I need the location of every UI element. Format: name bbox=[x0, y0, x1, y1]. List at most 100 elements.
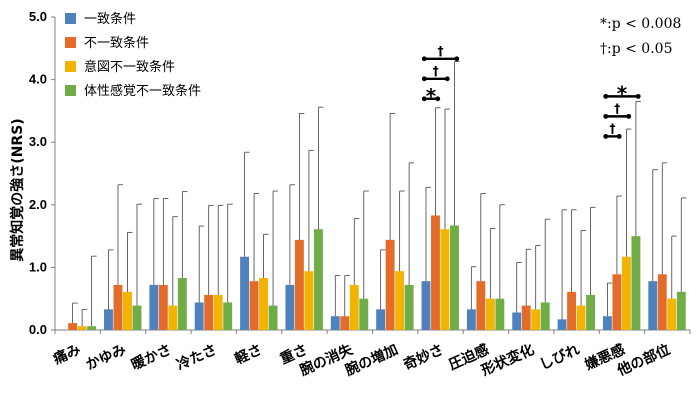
bar bbox=[421, 281, 431, 330]
bar bbox=[304, 271, 314, 330]
bar bbox=[213, 294, 223, 330]
significance-symbol: † bbox=[609, 121, 615, 135]
x-tick-label: 暖かさ bbox=[129, 341, 174, 374]
significance-symbol: † bbox=[614, 101, 620, 115]
bar bbox=[531, 309, 541, 330]
bar bbox=[567, 291, 577, 330]
bracket-end-dot bbox=[635, 93, 641, 99]
bar bbox=[194, 302, 204, 330]
bar bbox=[68, 323, 78, 330]
y-tick-label: 3.0 bbox=[29, 134, 47, 149]
significance-markers: *††††* bbox=[421, 44, 641, 139]
bar bbox=[576, 305, 586, 330]
legend-swatch bbox=[65, 13, 76, 24]
bar bbox=[602, 316, 612, 330]
bar bbox=[667, 298, 677, 330]
y-tick-label: 1.0 bbox=[29, 259, 47, 274]
bracket-end-dot bbox=[421, 76, 427, 82]
bar bbox=[223, 302, 233, 330]
bar bbox=[431, 215, 440, 330]
x-tick-label: 形状変化 bbox=[479, 341, 537, 379]
y-tick-label: 5.0 bbox=[29, 9, 47, 24]
bracket-end-dot bbox=[603, 133, 609, 139]
bar bbox=[104, 309, 113, 330]
bar bbox=[268, 305, 278, 330]
legend-label: 一致条件 bbox=[84, 11, 136, 27]
y-axis-label: 異常知覚の強さ(NRS) bbox=[9, 118, 26, 261]
bar bbox=[621, 256, 631, 330]
bracket-end-dot bbox=[435, 96, 441, 102]
bar bbox=[466, 309, 476, 330]
legend-swatch bbox=[65, 85, 76, 96]
bar bbox=[540, 302, 550, 330]
bar bbox=[485, 298, 495, 330]
x-tick-label: 冷たさ bbox=[174, 341, 219, 374]
legend-label: 体性感覚不一致条件 bbox=[84, 83, 201, 99]
bar bbox=[259, 278, 269, 330]
y-tick-label: 2.0 bbox=[29, 197, 47, 212]
bar bbox=[586, 294, 596, 330]
bar bbox=[249, 281, 259, 330]
bar bbox=[376, 309, 386, 330]
bar bbox=[113, 284, 123, 330]
bar bbox=[87, 326, 97, 330]
bar bbox=[648, 281, 658, 330]
bar bbox=[330, 316, 340, 330]
legend-swatch bbox=[65, 61, 76, 72]
bar bbox=[359, 298, 369, 330]
x-tick-label: しびれ bbox=[537, 342, 582, 374]
x-tick-label: 腕の増加 bbox=[343, 341, 401, 379]
bracket-end-dot bbox=[603, 93, 609, 99]
bar bbox=[349, 284, 359, 330]
note-star: *:p < 0.008 bbox=[600, 16, 681, 32]
y-tick-label: 4.0 bbox=[29, 72, 47, 87]
bar bbox=[476, 281, 486, 330]
bar bbox=[149, 284, 159, 330]
bar bbox=[495, 298, 505, 330]
bracket-end-dot bbox=[603, 113, 609, 119]
legend-swatch bbox=[65, 37, 76, 48]
bar bbox=[612, 274, 622, 330]
bar bbox=[313, 229, 323, 330]
error-bars bbox=[72, 61, 687, 327]
x-tick-label: 軽さ bbox=[232, 341, 264, 368]
bracket-end-dot bbox=[454, 56, 460, 62]
bracket-end-dot bbox=[616, 133, 622, 139]
bar bbox=[294, 239, 304, 330]
bar bbox=[123, 291, 132, 330]
bar bbox=[450, 225, 459, 330]
bar bbox=[177, 278, 187, 330]
bracket-end-dot bbox=[421, 96, 427, 102]
bar bbox=[440, 229, 450, 330]
significance-symbol: * bbox=[426, 84, 437, 108]
bracket-end-dot bbox=[626, 113, 632, 119]
bracket-end-dot bbox=[444, 76, 450, 82]
x-tick-label: 痛み bbox=[50, 341, 83, 368]
bar bbox=[240, 256, 250, 330]
significance-symbol: * bbox=[617, 81, 628, 105]
bar bbox=[521, 305, 531, 330]
y-tick-label: 0.0 bbox=[29, 322, 47, 337]
legend-label: 不一致条件 bbox=[84, 35, 149, 51]
note-dagger: †:p < 0.05 bbox=[600, 41, 672, 57]
x-tick-label: 奇妙さ bbox=[401, 341, 446, 374]
bar bbox=[657, 274, 667, 330]
bar bbox=[285, 284, 295, 330]
bar bbox=[385, 239, 395, 330]
bar bbox=[204, 294, 214, 330]
bar bbox=[512, 312, 522, 330]
bar bbox=[77, 326, 87, 330]
bar bbox=[168, 305, 178, 330]
bars bbox=[68, 215, 686, 330]
legend-label: 意図不一致条件 bbox=[84, 59, 175, 75]
bracket-end-dot bbox=[421, 56, 427, 62]
x-tick-label: かゆみ bbox=[84, 342, 129, 374]
bar bbox=[404, 284, 414, 330]
significance-notes: *:p < 0.008 †:p < 0.05 bbox=[600, 16, 681, 57]
bar bbox=[631, 236, 641, 330]
bar bbox=[557, 319, 567, 330]
bar bbox=[132, 305, 142, 330]
bar bbox=[158, 284, 168, 330]
